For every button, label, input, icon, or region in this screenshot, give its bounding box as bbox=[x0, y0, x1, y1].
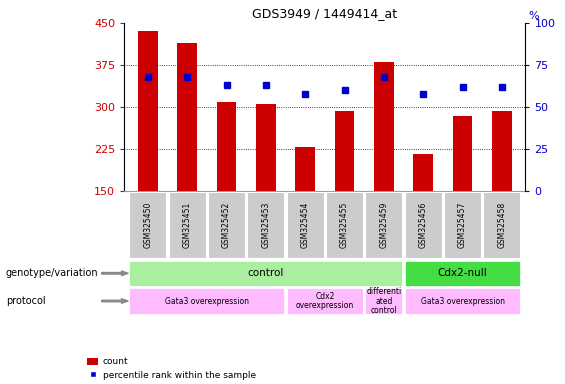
Bar bbox=[405, 288, 520, 314]
Text: GSM325457: GSM325457 bbox=[458, 202, 467, 248]
Bar bbox=[138, 31, 158, 191]
Text: GSM325455: GSM325455 bbox=[340, 202, 349, 248]
Bar bbox=[169, 192, 206, 258]
Text: GSM325452: GSM325452 bbox=[222, 202, 231, 248]
Text: GSM325456: GSM325456 bbox=[419, 202, 428, 248]
Bar bbox=[366, 192, 402, 258]
Bar bbox=[208, 192, 245, 258]
Bar bbox=[484, 192, 520, 258]
Text: %: % bbox=[528, 11, 539, 21]
Text: Cdx2-null: Cdx2-null bbox=[438, 268, 488, 278]
Bar bbox=[453, 116, 472, 191]
Text: GSM325459: GSM325459 bbox=[379, 202, 388, 248]
Legend: count, percentile rank within the sample: count, percentile rank within the sample bbox=[84, 354, 259, 383]
Title: GDS3949 / 1449414_at: GDS3949 / 1449414_at bbox=[253, 7, 397, 20]
Text: differenti
ated
control: differenti ated control bbox=[366, 287, 402, 315]
Text: protocol: protocol bbox=[6, 296, 45, 306]
Bar bbox=[492, 111, 512, 191]
Bar bbox=[286, 192, 324, 258]
Text: GSM325458: GSM325458 bbox=[497, 202, 506, 248]
Bar bbox=[129, 288, 284, 314]
Text: genotype/variation: genotype/variation bbox=[6, 268, 98, 278]
Bar bbox=[366, 288, 402, 314]
Bar bbox=[286, 288, 363, 314]
Bar bbox=[129, 261, 402, 286]
Bar bbox=[326, 192, 363, 258]
Bar bbox=[247, 192, 284, 258]
Text: Cdx2
overexpression: Cdx2 overexpression bbox=[295, 292, 354, 310]
Text: Gata3 overexpression: Gata3 overexpression bbox=[420, 296, 505, 306]
Text: Gata3 overexpression: Gata3 overexpression bbox=[165, 296, 249, 306]
Text: control: control bbox=[247, 268, 284, 278]
Bar bbox=[334, 111, 354, 191]
Text: GSM325451: GSM325451 bbox=[182, 202, 192, 248]
Bar bbox=[405, 192, 442, 258]
Bar bbox=[177, 43, 197, 191]
Bar bbox=[256, 104, 276, 191]
Bar bbox=[374, 62, 394, 191]
Bar bbox=[295, 147, 315, 191]
Text: GSM325454: GSM325454 bbox=[301, 202, 310, 248]
Text: GSM325453: GSM325453 bbox=[262, 202, 271, 248]
Bar bbox=[444, 192, 481, 258]
Bar bbox=[414, 154, 433, 191]
Bar bbox=[405, 261, 520, 286]
Bar bbox=[217, 103, 236, 191]
Text: GSM325450: GSM325450 bbox=[144, 202, 153, 248]
Bar bbox=[129, 192, 166, 258]
